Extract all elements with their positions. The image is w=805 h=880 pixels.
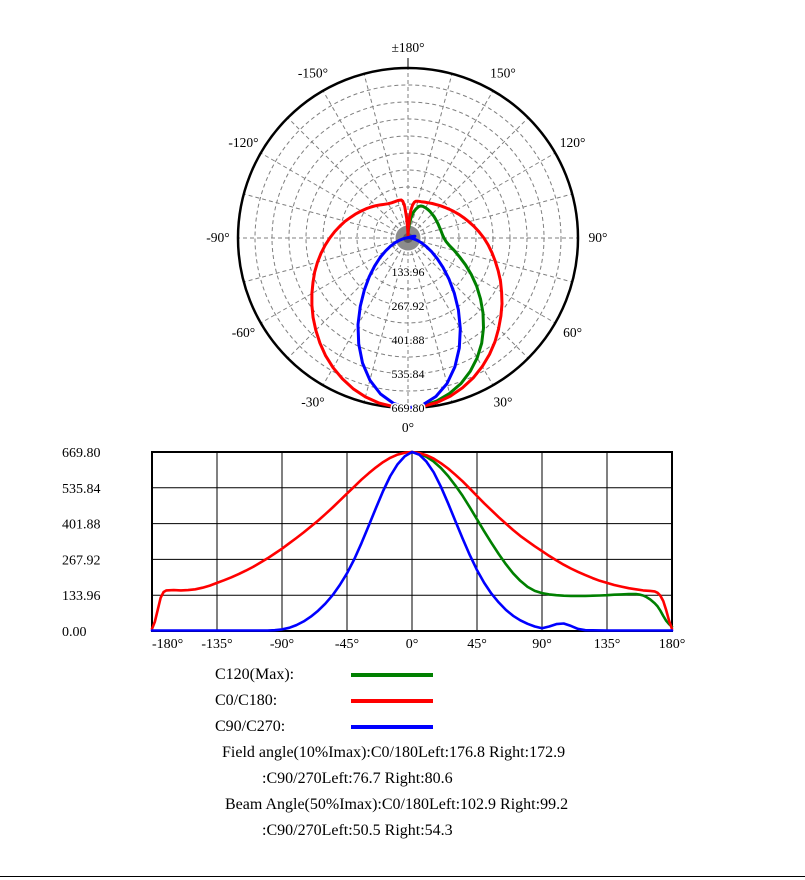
cart-x-label: -180° <box>152 637 183 652</box>
cart-x-label: -90° <box>270 637 294 652</box>
bottom-border <box>0 876 805 877</box>
polar-angle-label: 0° <box>402 420 414 435</box>
legend-color-line <box>351 699 433 703</box>
beam-angle-line-2: :C90/270Left:50.5 Right:54.3 <box>262 822 453 839</box>
polar-series-C120-Max- <box>406 204 485 410</box>
polar-spoke <box>407 237 453 403</box>
polar-ring <box>373 203 443 273</box>
polar-ring <box>339 169 477 307</box>
polar-angle-label: -60° <box>232 325 255 340</box>
cart-y-label: 0.00 <box>62 625 87 640</box>
cart-y-label: 535.84 <box>62 482 101 497</box>
polar-ring <box>271 101 545 375</box>
polar-angle-label: 30° <box>494 395 513 410</box>
beam-angle-line-1: Beam Angle(50%Imax):C0/180Left:102.9 Rig… <box>225 796 569 813</box>
field-angle-line-2: :C90/270Left:76.7 Right:80.6 <box>262 770 453 787</box>
cart-x-label: 90° <box>532 637 552 652</box>
polar-spoke <box>407 152 556 239</box>
polar-angle-label: -120° <box>228 135 258 150</box>
cart-x-label: 0° <box>406 637 419 652</box>
cart-y-label: 669.80 <box>62 446 101 461</box>
cart-y-label: 267.92 <box>62 553 101 568</box>
cart-x-label: -135° <box>201 637 232 652</box>
legend-item-label: C120(Max): <box>215 666 295 683</box>
polar-ring-label: 669.80 <box>392 401 425 415</box>
polar-spoke <box>407 193 573 239</box>
polar-angle-label: 90° <box>589 230 608 245</box>
legend-item: C90/C270: <box>215 714 433 740</box>
polar-ring-label: 401.88 <box>392 333 425 347</box>
polar-spoke <box>363 73 409 239</box>
field-angle-line-1: Field angle(10%Imax):C0/180Left:176.8 Ri… <box>222 744 566 761</box>
legend-color-line <box>351 725 433 729</box>
polar-spoke <box>287 117 409 239</box>
polar-spoke <box>243 237 409 283</box>
polar-angle-label: -150° <box>298 65 328 80</box>
polar-angle-label: 120° <box>560 135 586 150</box>
legend-item: C120(Max): <box>215 662 433 688</box>
polar-ring <box>322 152 494 324</box>
legend-item-label: C90/C270: <box>215 718 286 735</box>
polar-angle-label: ±180° <box>391 40 424 55</box>
cart-x-label: 180° <box>659 637 686 652</box>
polar-ring-label: 535.84 <box>392 367 425 381</box>
polar-ring-label: 133.96 <box>392 265 425 279</box>
polar-ring <box>305 135 511 341</box>
cart-x-label: 135° <box>594 637 621 652</box>
cart-x-label: 45° <box>467 637 487 652</box>
polar-spoke <box>407 237 494 386</box>
polar-angle-label: -90° <box>206 230 229 245</box>
cart-y-label: 401.88 <box>62 518 101 533</box>
polar-ring-label: 267.92 <box>392 299 425 313</box>
cart-series-C90-C270 <box>150 450 674 632</box>
legend-color-line <box>351 673 433 677</box>
polar-spoke <box>322 90 409 239</box>
polar-ring <box>254 84 562 392</box>
polar-angle-label: 60° <box>563 325 582 340</box>
cart-y-label: 133.96 <box>62 589 101 604</box>
polar-angle-label: -30° <box>301 395 324 410</box>
cart-series-C120-Max- <box>410 450 674 628</box>
polar-spoke <box>407 117 529 239</box>
cart-x-label: -45° <box>335 637 359 652</box>
legend-item: C0/C180: <box>215 688 433 714</box>
polar-series-C90-C270 <box>356 234 462 410</box>
polar-ring <box>356 186 460 290</box>
legend: C120(Max): C0/C180: C90/C270: <box>215 662 433 740</box>
polar-angle-label: 150° <box>490 65 516 80</box>
polar-ring <box>288 118 528 358</box>
legend-item-label: C0/C180: <box>215 692 278 709</box>
